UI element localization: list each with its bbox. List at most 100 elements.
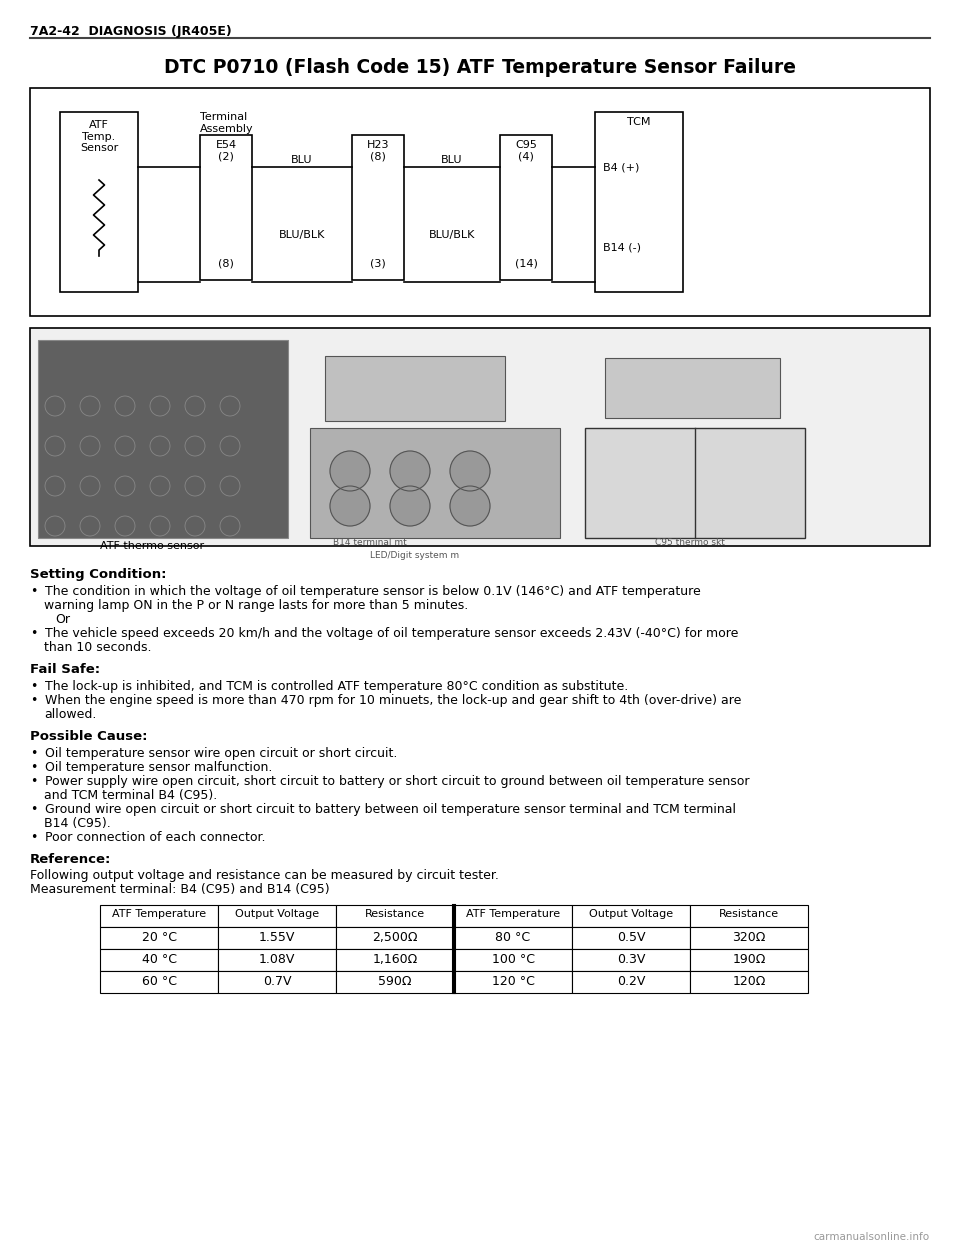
Text: 590Ω: 590Ω [378,975,412,987]
Bar [336,927,454,949]
Text: •: • [30,627,37,640]
Text: 100 °C: 100 °C [492,953,535,966]
Text: 120 °C: 120 °C [492,975,535,987]
Text: BLU/BLK: BLU/BLK [429,230,475,240]
Text: B14 terminal mt: B14 terminal mt [333,538,407,546]
Circle shape [390,486,430,527]
Text: ATF
Temp.
Sensor: ATF Temp. Sensor [80,120,118,153]
Text: Poor connection of each connector.: Poor connection of each connector. [45,831,266,845]
Bar [572,905,690,927]
Text: •: • [30,694,37,707]
Text: Oil temperature sensor malfunction.: Oil temperature sensor malfunction. [45,761,273,774]
Bar [325,356,505,421]
Bar [454,927,572,949]
Text: •: • [30,775,37,787]
Text: ATF Temperature: ATF Temperature [466,909,560,919]
Text: Resistance: Resistance [365,909,425,919]
Text: Fail Safe:: Fail Safe: [30,663,100,676]
Text: ATF Temperature: ATF Temperature [112,909,206,919]
Text: warning lamp ON in the P or N range lasts for more than 5 minutes.: warning lamp ON in the P or N range last… [44,599,468,612]
Bar [100,949,218,971]
Text: B4 (+): B4 (+) [603,161,639,171]
Bar [336,905,454,927]
Bar [690,971,808,994]
Text: LED/Digit system m: LED/Digit system m [371,551,460,560]
Bar [100,905,218,927]
Bar [352,135,404,279]
Text: B14 (C95).: B14 (C95). [44,817,110,830]
Text: Oil temperature sensor wire open circuit or short circuit.: Oil temperature sensor wire open circuit… [45,746,397,760]
Bar [595,112,683,292]
Text: 20 °C: 20 °C [141,932,177,944]
Bar [60,112,138,292]
Text: Ground wire open circuit or short circuit to battery between oil temperature sen: Ground wire open circuit or short circui… [45,804,736,816]
Text: allowed.: allowed. [44,708,96,722]
Bar [336,971,454,994]
Bar [218,971,336,994]
Text: The condition in which the voltage of oil temperature sensor is below 0.1V (146°: The condition in which the voltage of oi… [45,585,701,597]
Text: Output Voltage: Output Voltage [235,909,319,919]
Text: 80 °C: 80 °C [495,932,531,944]
Bar [454,905,572,927]
Text: ATF thermo sensor: ATF thermo sensor [100,542,204,551]
Bar [38,340,288,538]
Bar [336,949,454,971]
Text: 1.08V: 1.08V [259,953,295,966]
Text: (14): (14) [515,258,538,268]
Bar [200,135,252,279]
Text: (3): (3) [371,258,386,268]
Text: •: • [30,746,37,760]
Text: Terminal
Assembly: Terminal Assembly [200,112,253,134]
Text: 0.3V: 0.3V [617,953,645,966]
Text: 0.5V: 0.5V [616,932,645,944]
Text: Or: Or [55,614,70,626]
Bar [690,905,808,927]
Text: 60 °C: 60 °C [141,975,177,987]
Bar [454,949,572,971]
Text: 320Ω: 320Ω [732,932,766,944]
Bar [605,358,780,419]
Text: C95 thermo skt: C95 thermo skt [655,538,725,546]
Bar [454,971,572,994]
Text: than 10 seconds.: than 10 seconds. [44,641,152,655]
Text: 0.2V: 0.2V [617,975,645,987]
Text: carmanualsonline.info: carmanualsonline.info [814,1232,930,1242]
Bar [585,428,805,538]
Bar [572,949,690,971]
Text: BLU/BLK: BLU/BLK [278,230,325,240]
Text: Output Voltage: Output Voltage [588,909,673,919]
Circle shape [330,486,370,527]
Text: H23
(8): H23 (8) [367,140,389,161]
Bar [30,328,930,546]
Text: B14 (-): B14 (-) [603,242,641,252]
Text: •: • [30,761,37,774]
Text: 0.7V: 0.7V [263,975,291,987]
Text: and TCM terminal B4 (C95).: and TCM terminal B4 (C95). [44,789,217,802]
Bar [100,927,218,949]
Text: 7A2-42  DIAGNOSIS (JR405E): 7A2-42 DIAGNOSIS (JR405E) [30,25,231,39]
Bar [310,428,560,538]
Text: Reference:: Reference: [30,853,111,866]
Text: •: • [30,681,37,693]
Text: Possible Cause:: Possible Cause: [30,730,148,743]
Bar [690,949,808,971]
Text: 40 °C: 40 °C [141,953,177,966]
Text: TCM: TCM [627,117,651,127]
Text: Power supply wire open circuit, short circuit to battery or short circuit to gro: Power supply wire open circuit, short ci… [45,775,750,787]
Text: DTC P0710 (Flash Code 15) ATF Temperature Sensor Failure: DTC P0710 (Flash Code 15) ATF Temperatur… [164,58,796,77]
Text: 120Ω: 120Ω [732,975,766,987]
Text: BLU: BLU [291,155,313,165]
Text: •: • [30,831,37,845]
Text: 2,500Ω: 2,500Ω [372,932,418,944]
Bar [690,927,808,949]
Text: Setting Condition:: Setting Condition: [30,568,166,581]
Bar [218,905,336,927]
Text: The lock-up is inhibited, and TCM is controlled ATF temperature 80°C condition a: The lock-up is inhibited, and TCM is con… [45,681,628,693]
Text: 1.55V: 1.55V [259,932,295,944]
Text: 190Ω: 190Ω [732,953,766,966]
Bar [218,927,336,949]
Bar [572,927,690,949]
Text: C95
(4): C95 (4) [516,140,537,161]
Bar [30,88,930,315]
Circle shape [450,451,490,491]
